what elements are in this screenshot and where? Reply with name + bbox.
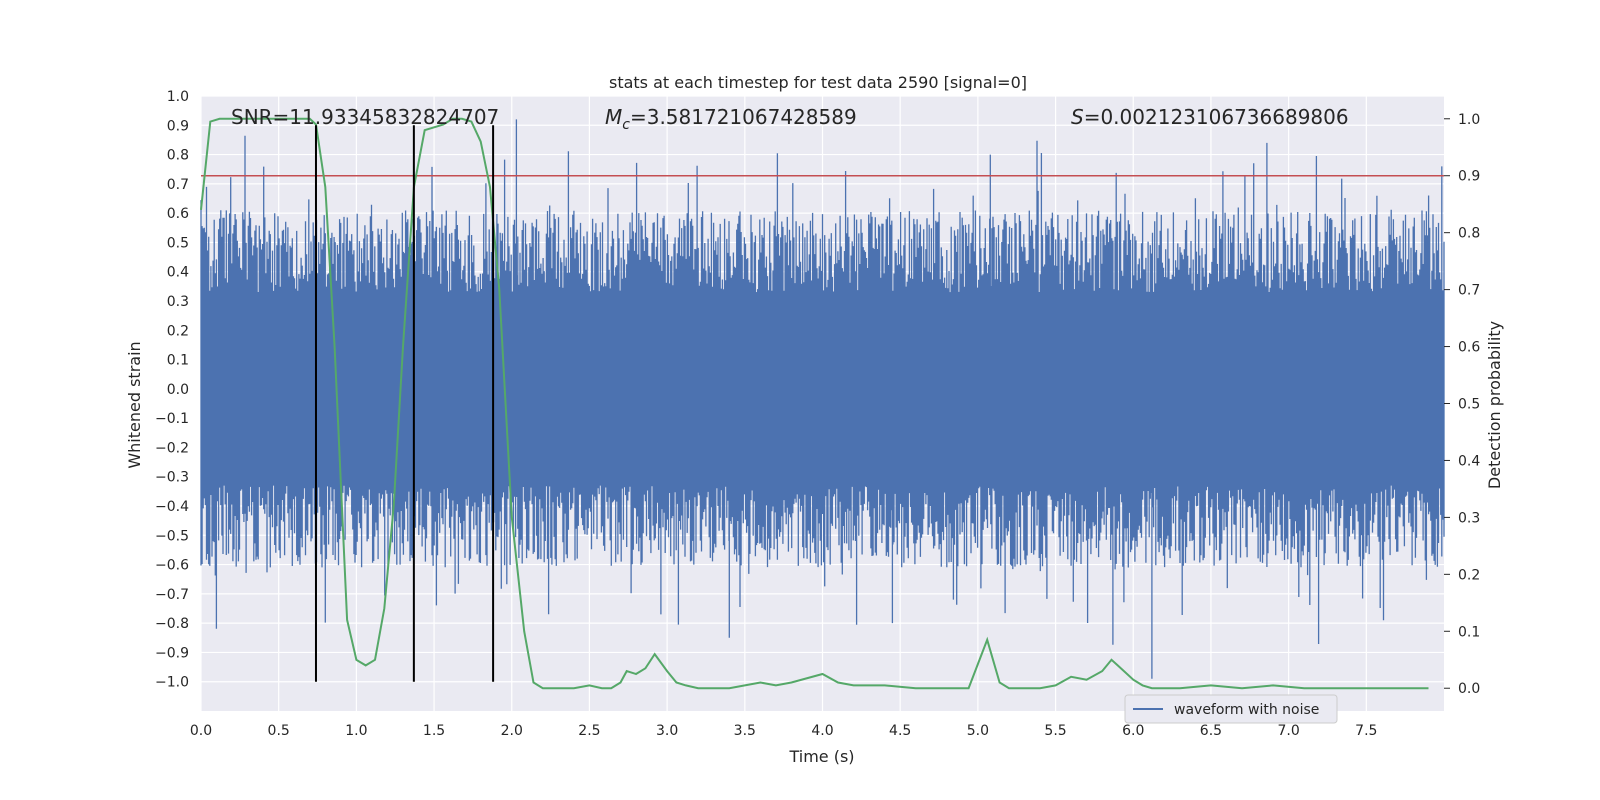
- x-tick-label: 2.0: [501, 723, 523, 739]
- s-annotation: S=0.002123106736689806: [1071, 105, 1349, 129]
- x-tick-label: 1.5: [423, 723, 445, 739]
- y2-tick-label: 0.9: [1458, 169, 1480, 185]
- y-tick-label: −0.5: [155, 528, 189, 544]
- y2-tick-label: 0.2: [1458, 567, 1480, 583]
- x-tick-label: 0.5: [268, 723, 290, 739]
- y2-tick-label: 0.0: [1458, 681, 1480, 697]
- y-tick-label: −0.6: [155, 558, 189, 574]
- detection-probability-series: [200, 117, 1429, 690]
- y2-tick-label: 0.8: [1458, 226, 1480, 242]
- y-tick-label: 0.3: [167, 294, 189, 310]
- x-tick-label: 7.0: [1277, 723, 1299, 739]
- x-tick-label: 7.5: [1355, 723, 1377, 739]
- y2-tick-label: 0.3: [1458, 510, 1480, 526]
- y-tick-label: 0.7: [167, 177, 189, 193]
- y2-tick-label: 1.0: [1458, 112, 1480, 128]
- x-tick-label: 3.0: [656, 723, 678, 739]
- x-tick-label: 5.0: [967, 723, 989, 739]
- legend-box: [1124, 694, 1338, 724]
- x-axis-label: Time (s): [788, 747, 854, 766]
- chirp-mass-annotation: Mc=3.581721067428589: [605, 105, 857, 133]
- y-tick-label: 0.9: [167, 118, 189, 134]
- s-symbol: S: [1071, 105, 1084, 129]
- y-tick-label: −1.0: [155, 675, 189, 691]
- x-tick-label: 5.5: [1044, 723, 1066, 739]
- probability-line: [200, 117, 1429, 690]
- y-tick-label: 0.5: [167, 235, 189, 251]
- x-tick-label: 4.0: [811, 723, 833, 739]
- snr-annotation: SNR=11.93345832824707: [231, 105, 499, 129]
- y-tick-label: −0.8: [155, 616, 189, 632]
- x-tick-label: 4.5: [889, 723, 911, 739]
- y-tick-label: 0.4: [167, 265, 189, 281]
- y-tick-label: −0.2: [155, 440, 189, 456]
- x-tick-label: 6.0: [1122, 723, 1144, 739]
- y-tick-label: −0.1: [155, 411, 189, 427]
- x-tick-label: 1.0: [345, 723, 367, 739]
- x-tick-label: 6.5: [1200, 723, 1222, 739]
- y-tick-label: −0.3: [155, 470, 189, 486]
- y-tick-label: 0.2: [167, 323, 189, 339]
- y-tick-label: 0.0: [167, 382, 189, 398]
- legend: waveform with noise: [1124, 694, 1338, 724]
- x-tick-labels: 0.0 0.5 1.0 1.5 2.0 2.5 3.0 3.5 4.0 4.5 5.0 5.5 6.0 6…: [190, 723, 1378, 739]
- y-tick-label: −0.9: [155, 645, 189, 661]
- y-tick-labels: 1.0 0.9 0.8 0.7 0.6 0.5 0.4 0.3 0.2 0.1 0.0 −0.1 −0.…: [155, 89, 189, 691]
- y2-tick-label: 0.4: [1458, 453, 1480, 469]
- y2-tick-labels: 1.0 0.9 0.8 0.7 0.6 0.5 0.4 0.3 0.2 0.1 0.0: [1444, 112, 1480, 697]
- waveform-with-noise-series: [200, 119, 1445, 679]
- chart-title: stats at each timestep for test data 259…: [609, 73, 1027, 92]
- waveform-line: [200, 119, 1445, 679]
- y2-tick-label: 0.7: [1458, 283, 1480, 299]
- y-tick-label: 0.8: [167, 148, 189, 164]
- chirp-mass-subscript: c: [622, 117, 630, 133]
- y2-tick-label: 0.5: [1458, 397, 1480, 413]
- chirp-mass-symbol: M: [605, 105, 622, 129]
- vertical-markers: [314, 125, 495, 682]
- y-axis-label: Whitened strain: [125, 341, 144, 468]
- y2-tick-label: 0.6: [1458, 340, 1480, 356]
- y2-axis-label: Detection probability: [1485, 321, 1504, 489]
- x-tick-label: 2.5: [578, 723, 600, 739]
- s-value: =0.002123106736689806: [1084, 105, 1349, 129]
- y-tick-label: −0.7: [155, 587, 189, 603]
- chirp-mass-value: =3.581721067428589: [630, 105, 857, 129]
- y2-tick-label: 0.1: [1458, 624, 1480, 640]
- legend-label: waveform with noise: [1174, 702, 1319, 718]
- x-tick-label: 0.0: [190, 723, 212, 739]
- y-tick-label: 1.0: [167, 89, 189, 105]
- x-tick-label: 3.5: [734, 723, 756, 739]
- y-tick-label: −0.4: [155, 499, 189, 515]
- y-tick-label: 0.6: [167, 206, 189, 222]
- y-tick-label: 0.1: [167, 353, 189, 369]
